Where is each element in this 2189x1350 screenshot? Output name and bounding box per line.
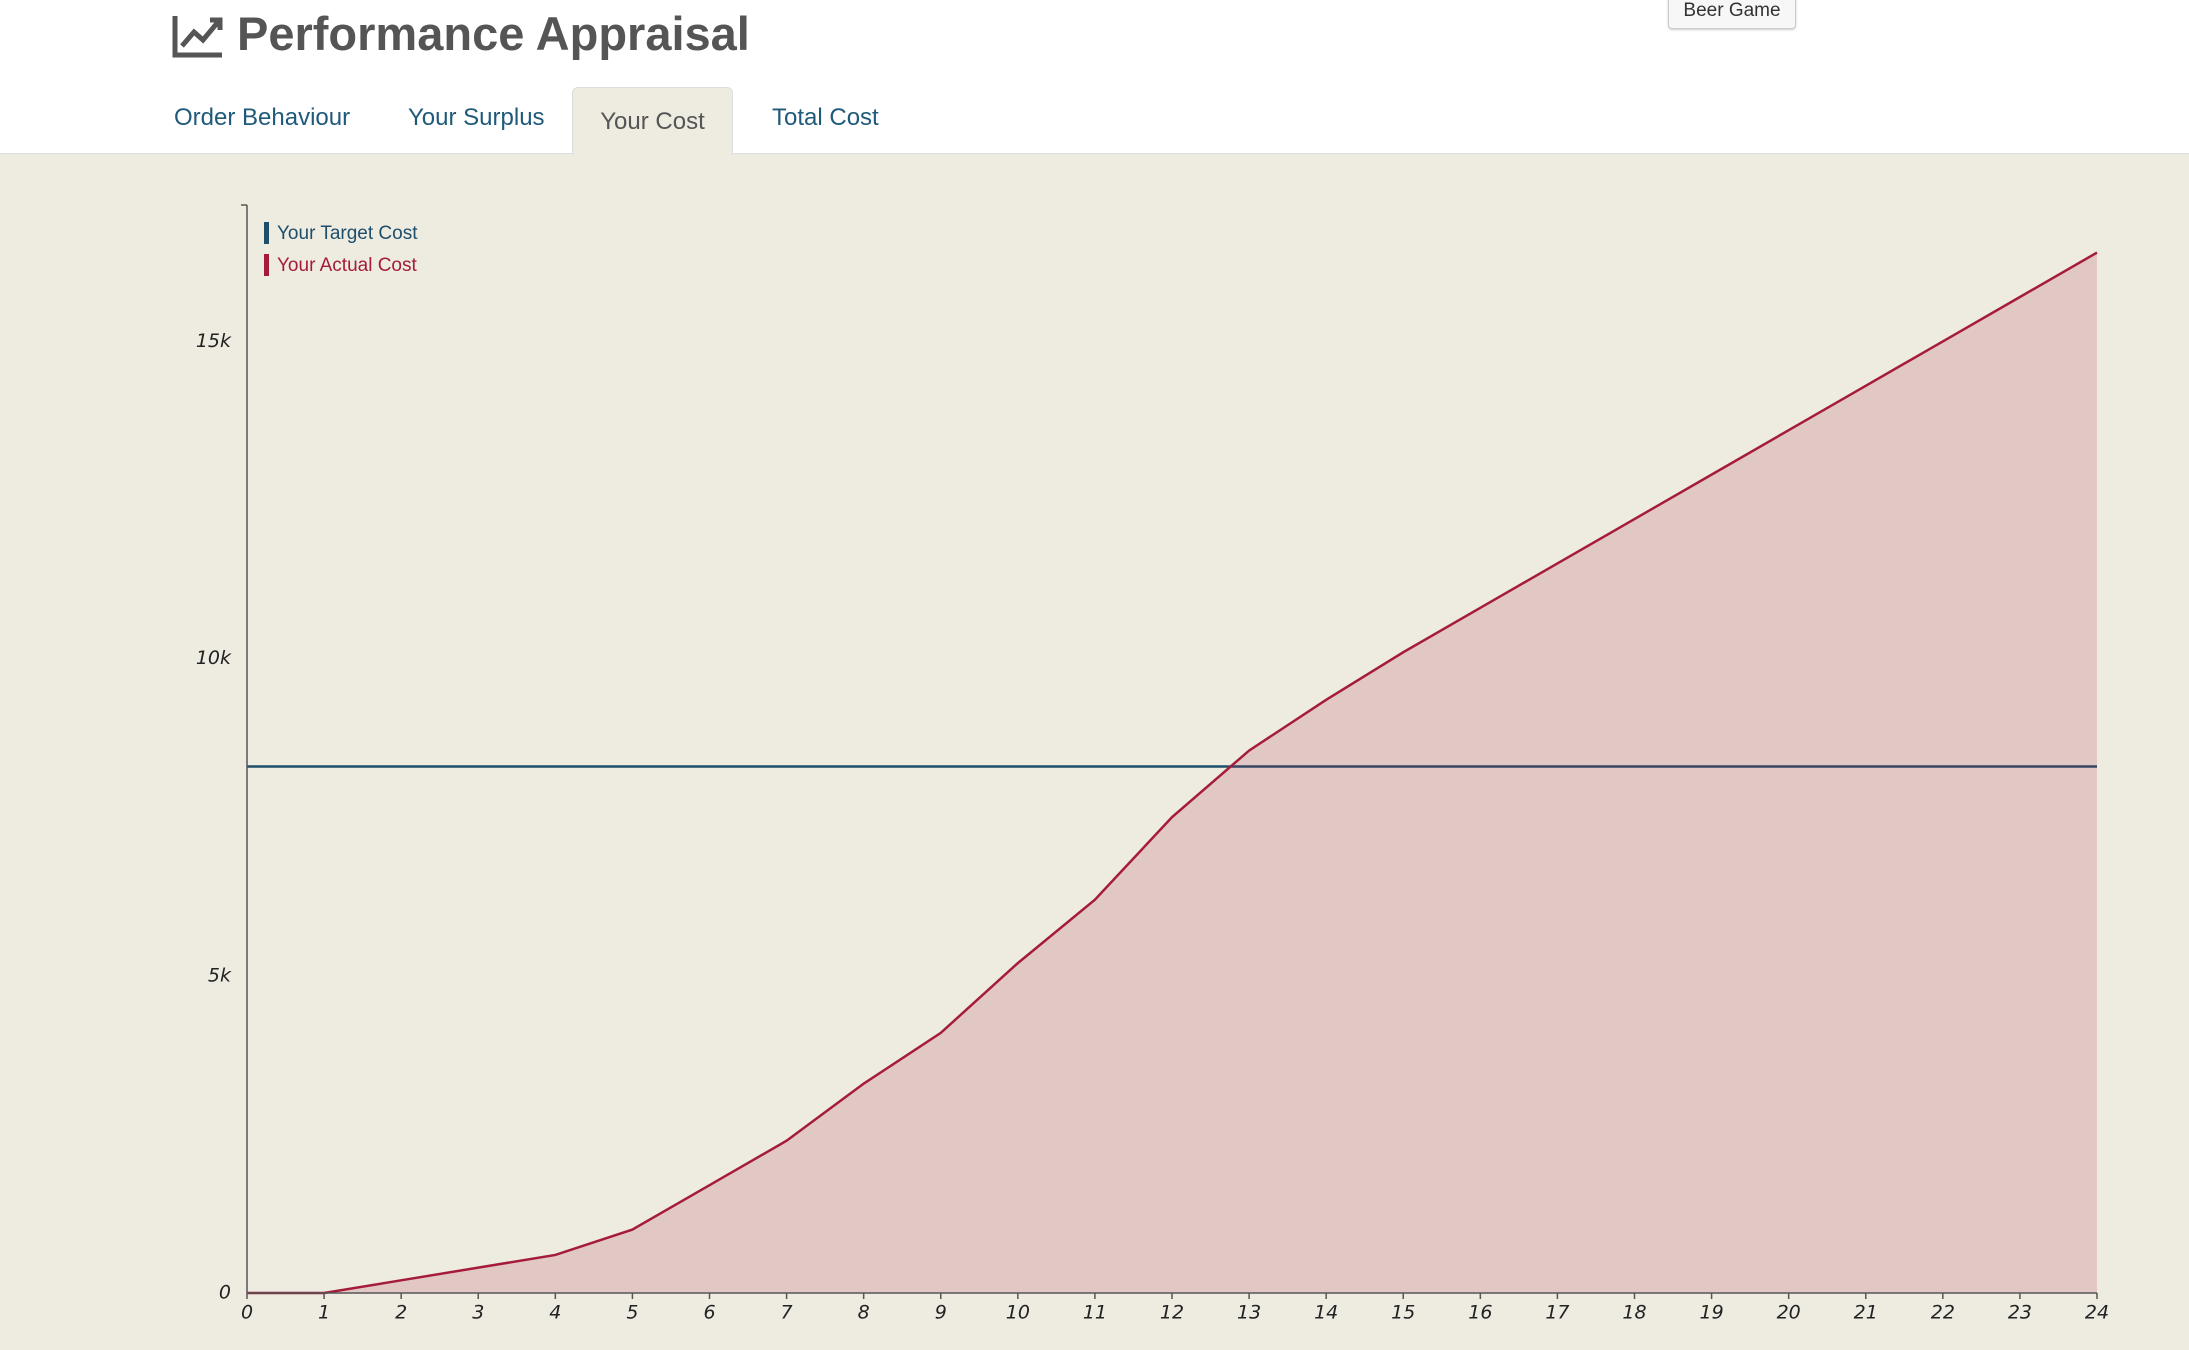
x-tick-label: 5: [626, 1302, 638, 1324]
y-tick-label: 0: [219, 1282, 231, 1304]
legend-label: Your Target Cost: [277, 223, 418, 244]
x-tick-label: 1: [318, 1302, 330, 1324]
tab-active[interactable]: Your Cost: [572, 87, 733, 155]
x-tick-label: 21: [1854, 1302, 1878, 1324]
x-tick-label: 18: [1622, 1302, 1646, 1324]
x-tick-label: 17: [1545, 1302, 1569, 1324]
x-tick-label: 2: [395, 1302, 407, 1324]
x-tick-label: 10: [1006, 1302, 1030, 1324]
tab[interactable]: Order Behaviour: [174, 104, 351, 131]
x-tick-label: 9: [935, 1302, 947, 1324]
line: [247, 251, 2098, 1295]
x-tick-label: 20: [1777, 1302, 1801, 1324]
header: Performance Appraisal Order Behaviour Yo…: [0, 0, 2189, 155]
x-tick-label: 11: [1083, 1302, 1107, 1324]
x-tick-label: 16: [1468, 1302, 1492, 1324]
x-tick-label: 8: [858, 1302, 870, 1324]
x-tick-label: 4: [549, 1302, 561, 1324]
button[interactable]: Beer Game: [1668, 0, 1796, 29]
x-tick-label: 22: [1931, 1302, 1955, 1324]
area: [247, 252, 2097, 1293]
tab[interactable]: Total Cost: [772, 104, 879, 131]
x-tick-label: 13: [1237, 1302, 1261, 1324]
x-tick-label: 0: [241, 1302, 253, 1324]
chart-background: [0, 154, 2189, 1350]
legend-swatch: [264, 222, 269, 244]
legend-swatch: [264, 254, 269, 276]
tab[interactable]: Your Surplus: [408, 104, 545, 131]
x-tick-label: 7: [781, 1302, 793, 1324]
x-tick-label: 14: [1314, 1302, 1338, 1324]
x-tick-label: 19: [1699, 1302, 1723, 1324]
y-tick-label: 10k: [196, 647, 232, 669]
x-tick-label: 24: [2085, 1302, 2109, 1324]
y-tick-label: 5k: [208, 964, 232, 986]
y-tick-label: 15k: [196, 330, 232, 352]
x-tick-label: 3: [472, 1302, 484, 1324]
page-title: Performance Appraisal: [237, 7, 750, 60]
x-tick-label: 23: [2008, 1302, 2032, 1324]
x-tick-label: 12: [1160, 1302, 1184, 1324]
chart-icon: [172, 16, 223, 58]
legend-label: Your Actual Cost: [277, 255, 417, 276]
x-tick-label: 15: [1391, 1302, 1415, 1324]
x-tick-label: 6: [703, 1302, 715, 1324]
